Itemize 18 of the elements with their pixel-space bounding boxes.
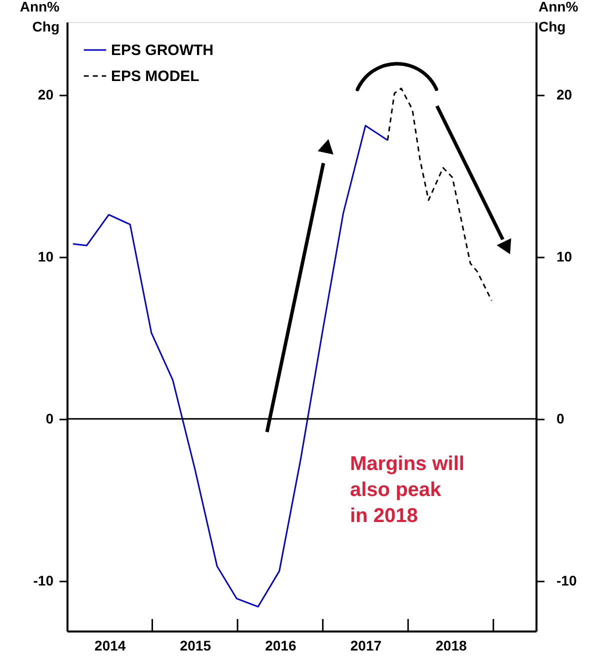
y2-tick-label: 20 [556, 86, 572, 102]
y-tick-label: 10 [38, 248, 54, 264]
x-tick-label: 2016 [265, 638, 296, 654]
y-tick-label: 0 [46, 410, 54, 426]
y-tick-label: 20 [38, 86, 54, 102]
x-tick-label: 2015 [180, 638, 212, 654]
legend-label: EPS GROWTH [111, 42, 214, 59]
x-tick-label: 2014 [94, 638, 126, 654]
y2-tick-label: -10 [556, 572, 577, 588]
y-tick-label: -10 [33, 572, 54, 588]
x-tick-label: 2017 [350, 638, 382, 654]
x-tick-label: 2018 [436, 638, 468, 654]
y-axis-title: Ann% Chg [20, 0, 60, 34]
annotation: Margins will also peak in 2018 [350, 453, 464, 527]
legend-label: EPS MODEL [111, 68, 200, 85]
y2-axis-title: Ann% Chg [538, 0, 579, 34]
y2-tick-label: 0 [556, 410, 564, 426]
y2-tick-label: 10 [556, 248, 572, 264]
